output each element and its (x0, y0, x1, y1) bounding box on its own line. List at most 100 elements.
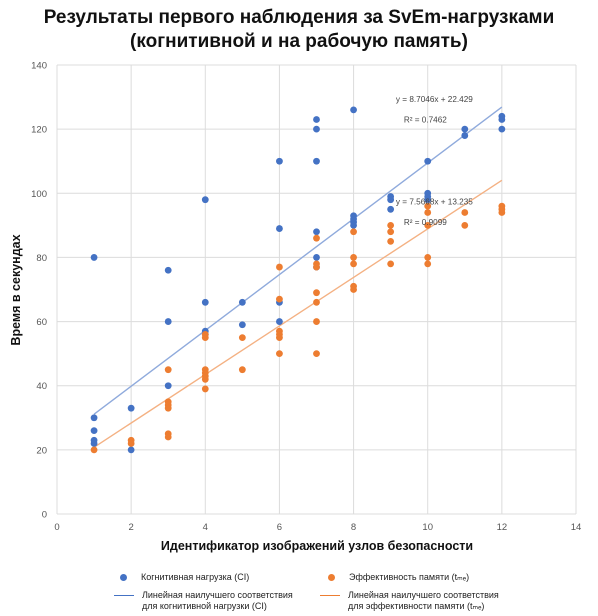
point-ci (127, 404, 135, 412)
point-me (498, 209, 506, 216)
point-me (276, 350, 283, 358)
x-tick-label: 12 (497, 522, 508, 533)
point-me (276, 295, 283, 303)
point-ci (313, 125, 320, 133)
trendline-equation-ci: y = 8.7046x + 22.429 (396, 95, 473, 104)
point-ci (387, 205, 395, 213)
y-tick-label: 120 (31, 125, 47, 136)
y-tick-label: 40 (36, 381, 47, 392)
point-ci (276, 157, 283, 165)
chart-title: Результаты первого наблюдения за SvEm-на… (0, 6, 598, 54)
point-ci (313, 228, 320, 236)
point-me (276, 334, 283, 342)
point-me (201, 375, 209, 383)
point-ci (164, 382, 172, 390)
x-tick-label: 0 (54, 522, 59, 533)
point-me (238, 366, 246, 374)
x-tick-label: 4 (203, 522, 208, 533)
data-points (90, 106, 506, 454)
trendline-me (93, 179, 503, 448)
legend-ci-points-label: Когнитивная нагрузка (CI) (141, 572, 250, 582)
y-tick-label: 140 (31, 61, 47, 72)
point-ci (164, 266, 172, 274)
x-axis-ticks: 0 2 4 6 8 10 12 14 (54, 522, 581, 533)
x-tick-label: 8 (351, 522, 356, 533)
point-me (387, 237, 395, 245)
point-ci (313, 116, 320, 123)
point-me (313, 263, 320, 271)
point-me (201, 334, 209, 342)
point-ci (387, 196, 395, 204)
point-ci (164, 318, 172, 325)
point-me (387, 228, 395, 236)
legend-ci-points: Когнитивная нагрузка (CI) (120, 572, 249, 583)
point-me (350, 254, 357, 261)
x-axis-label: Идентификатор изображений узлов безопасн… (161, 539, 473, 553)
trendline-equation-me: y = 7.5668x + 13.235 (396, 198, 473, 207)
point-me (313, 298, 320, 306)
point-ci (90, 254, 98, 261)
point-me (424, 260, 432, 268)
point-ci (201, 196, 209, 204)
y-tick-label: 60 (36, 317, 47, 328)
point-ci (276, 225, 283, 232)
legend-ci-line: Линейная наилучшего соответствия для ког… (114, 590, 293, 612)
x-tick-label: 6 (277, 522, 282, 533)
legend-me-points-label: Эффективность памяти (tₘₑ) (349, 572, 470, 582)
chart-title-line-2: (когнитивной и на рабочую память) (130, 31, 468, 52)
legend-me-line: Линейная наилучшего соответствия для эфф… (320, 590, 499, 612)
point-ci (350, 221, 357, 229)
point-me (313, 289, 320, 297)
point-ci (313, 254, 320, 261)
trendline-ci (93, 106, 503, 415)
trendline-r2-me: R² = 0.9099 (404, 218, 447, 227)
legend-me-line-swatch (320, 595, 340, 596)
chart-title-line-1: Результаты первого наблюдения за SvEm-на… (43, 7, 555, 28)
y-tick-label: 20 (36, 445, 47, 456)
point-ci (238, 321, 246, 329)
point-me (387, 221, 395, 229)
point-ci (127, 446, 135, 454)
y-tick-label: 80 (36, 253, 47, 264)
x-tick-label: 10 (422, 522, 433, 533)
point-ci (461, 125, 469, 133)
point-ci (238, 298, 246, 306)
legend-ci-line-label: Линейная наилучшего соответствия для ког… (142, 590, 293, 611)
y-tick-label: 100 (31, 189, 47, 200)
legend-ci-line-swatch (114, 595, 134, 596)
y-axis-ticks: 0 20 40 60 80 100 120 140 (31, 61, 47, 521)
point-ci (498, 116, 506, 123)
scatter-chart: 0 2 4 6 8 10 12 14 0 20 40 60 80 100 120 140 y = 8.704… (9, 61, 581, 554)
point-me (424, 254, 432, 261)
point-me (313, 318, 320, 325)
point-me (461, 221, 469, 229)
point-ci (313, 157, 320, 165)
point-me (313, 234, 320, 242)
point-me (238, 334, 246, 342)
point-ci (201, 298, 209, 306)
legend-me-marker (328, 574, 335, 581)
point-me (127, 440, 135, 447)
trendlines (93, 106, 503, 448)
point-me (164, 404, 172, 412)
point-me (350, 286, 357, 293)
point-ci (350, 106, 357, 114)
point-me (424, 209, 432, 216)
point-me (164, 366, 172, 374)
point-ci (424, 196, 432, 204)
point-me (90, 446, 98, 454)
point-ci (498, 125, 506, 133)
legend-me-line-label: Линейная наилучшего соответствия для эфф… (348, 590, 499, 611)
trendline-r2-ci: R² = 0.7462 (404, 116, 447, 125)
point-ci (90, 414, 98, 422)
trendline-annotations: y = 8.7046x + 22.429 R² = 0.7462 y = 7.566… (396, 95, 473, 227)
y-axis-label: Время в секундах (9, 234, 23, 345)
x-tick-label: 2 (128, 522, 133, 533)
point-me (313, 350, 320, 358)
point-ci (424, 157, 432, 165)
point-me (424, 221, 432, 229)
point-me (276, 263, 283, 271)
point-ci (90, 440, 98, 447)
point-me (201, 385, 209, 393)
legend-me-points: Эффективность памяти (tₘₑ) (328, 572, 469, 583)
